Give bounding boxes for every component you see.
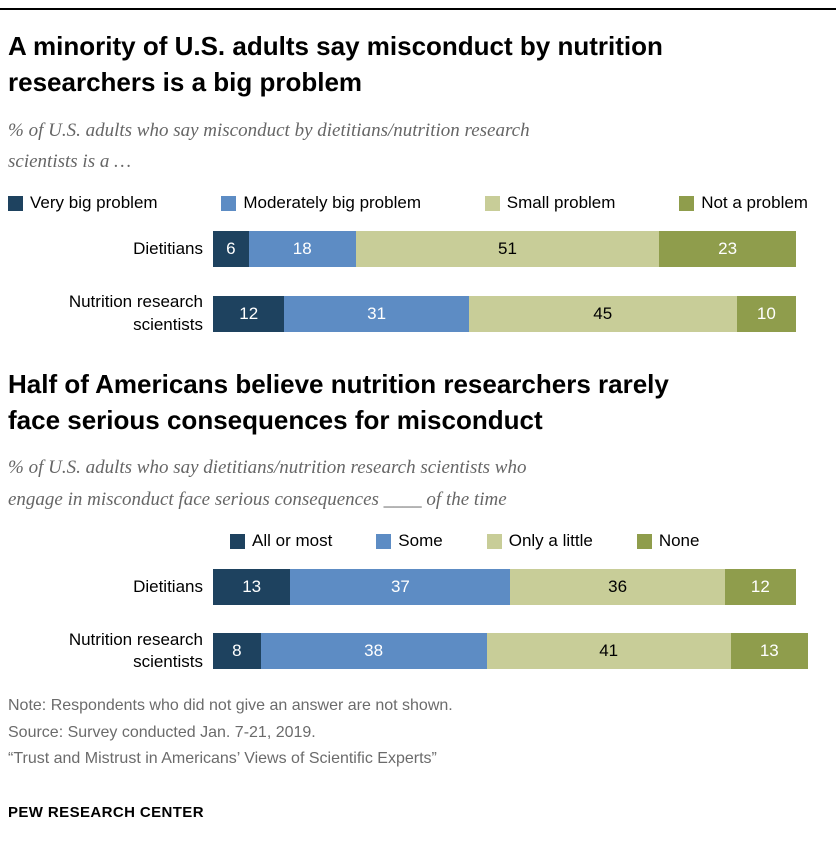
legend-item: Moderately big problem	[221, 193, 421, 213]
bar-segment: 12	[724, 569, 797, 606]
legend-item: Not a problem	[679, 193, 808, 213]
bar-segment: 8	[213, 633, 261, 670]
report-title-line: “Trust and Mistrust in Americans’ Views …	[8, 750, 437, 768]
legend-swatch-icon	[486, 533, 502, 549]
bar-segment: 45	[468, 295, 737, 332]
legend-swatch-icon	[484, 195, 500, 211]
footnotes: Note: Respondents who did not give an an…	[8, 693, 808, 772]
legend-swatch-icon	[376, 533, 392, 549]
category-label: Nutrition research scientists	[68, 292, 203, 334]
bar-segment: 31	[284, 295, 469, 332]
consequences-chart: Half of Americans believe nutrition rese…	[8, 366, 808, 674]
legend-label: Only a little	[508, 531, 593, 551]
bar-row: Dietitians 13 37 36 12	[8, 569, 808, 606]
chart-subtitle: % of U.S. adults who say dietitians/nutr…	[8, 457, 527, 510]
bar-row: Nutrition research scientists 8 38 41 13	[8, 629, 808, 673]
stacked-bar: 12 31 45 10	[213, 295, 808, 332]
legend-item: All or most	[230, 531, 332, 551]
stacked-bar: 13 37 36 12	[213, 569, 808, 606]
legend-label: None	[658, 531, 700, 551]
chart-subtitle: % of U.S. adults who say misconduct by d…	[8, 119, 530, 173]
pew-figure: A minority of U.S. adults say misconduct…	[0, 28, 836, 821]
pew-research-center-brand: PEW RESEARCH CENTER	[8, 804, 204, 822]
chart-title: Half of Americans believe nutrition rese…	[8, 368, 669, 436]
legend-swatch-icon	[679, 195, 695, 211]
legend-swatch-icon	[221, 195, 237, 211]
bar-row: Nutrition research scientists 12 31 45 10	[8, 291, 808, 335]
legend-label: Some	[398, 531, 443, 551]
legend-item: Some	[376, 531, 443, 551]
consequences-legend: All or most Some Only a little None	[230, 531, 808, 551]
bar-segment: 18	[248, 231, 356, 268]
bar-segment: 6	[213, 231, 249, 268]
legend-swatch-icon	[636, 533, 652, 549]
bar-segment: 51	[355, 231, 660, 268]
bar-segment: 23	[659, 231, 797, 268]
category-label: Dietitians	[133, 239, 203, 259]
bar-segment: 41	[486, 633, 731, 670]
category-label: Nutrition research scientists	[68, 630, 203, 672]
problem-size-rows: Dietitians 6 18 51 23 Nutrition research scie…	[8, 231, 808, 335]
legend-item: Only a little	[486, 531, 593, 551]
legend-label: All or most	[252, 531, 333, 551]
legend-label: Moderately big problem	[243, 193, 421, 213]
legend-label: Not a problem	[701, 193, 808, 213]
category-label: Dietitians	[133, 577, 203, 597]
bar-segment: 38	[260, 633, 487, 670]
problem-size-chart: A minority of U.S. adults say misconduct…	[8, 28, 808, 336]
top-rule	[0, 8, 836, 10]
bar-segment: 10	[736, 295, 797, 332]
chart-title: A minority of U.S. adults say misconduct…	[8, 31, 663, 98]
stacked-bar: 6 18 51 23	[213, 231, 808, 268]
legend-label: Very big problem	[30, 193, 158, 213]
bar-segment: 36	[510, 569, 725, 606]
legend-swatch-icon	[8, 195, 23, 211]
legend-item: Very big problem	[8, 193, 158, 213]
stacked-bar: 8 38 41 13	[213, 633, 808, 670]
bar-segment: 12	[213, 295, 285, 332]
legend-label: Small problem	[506, 193, 616, 213]
legend-item: None	[636, 531, 700, 551]
consequences-rows: Dietitians 13 37 36 12 Nutrition research sci…	[8, 569, 808, 673]
legend-swatch-icon	[230, 533, 245, 549]
source-line: Source: Survey conducted Jan. 7-21, 2019…	[8, 723, 316, 741]
bar-segment: 13	[213, 569, 291, 606]
note-line: Note: Respondents who did not give an an…	[8, 697, 453, 715]
bar-row: Dietitians 6 18 51 23	[8, 231, 808, 268]
bar-segment: 37	[290, 569, 511, 606]
problem-size-legend: Very big problem Moderately big problem Sm…	[8, 193, 808, 213]
legend-item: Small problem	[484, 193, 616, 213]
bar-segment: 13	[730, 633, 808, 670]
